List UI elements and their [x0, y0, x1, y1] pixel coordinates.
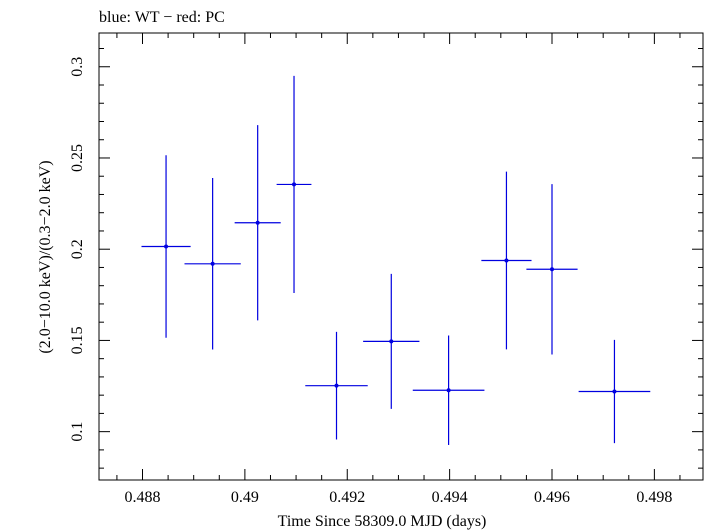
data-point	[578, 339, 651, 444]
data-marker	[210, 261, 215, 266]
data-point	[276, 75, 312, 293]
x-axis: 0.488 0.49 0.492 0.494 0.496 0.498	[116, 33, 681, 506]
x-tick-label: 0.498	[636, 489, 672, 506]
x-tick-label: 0.492	[329, 489, 365, 506]
data-marker	[612, 389, 617, 394]
data-point	[141, 155, 191, 338]
data-marker	[334, 383, 339, 388]
x-tick-label: 0.496	[534, 489, 570, 506]
data-point	[305, 331, 368, 440]
data-marker	[292, 182, 297, 187]
y-axis: 0.1 0.15 0.2 0.25 0.3	[69, 48, 703, 469]
y-tick-label: 0.3	[69, 57, 86, 77]
data-point	[234, 125, 281, 321]
y-tick-label: 0.25	[69, 144, 86, 172]
data-marker	[504, 258, 509, 263]
data-marker	[550, 267, 554, 272]
plot-frame	[98, 32, 704, 481]
data-marker	[164, 244, 169, 249]
data-point	[526, 184, 578, 355]
y-axis-label: (2.0−10.0 keV)/(0.3−2.0 keV)	[37, 160, 54, 353]
data-point	[363, 273, 420, 409]
y-tick-label: 0.1	[69, 422, 86, 442]
x-tick-label: 0.488	[125, 489, 161, 506]
data-series	[141, 75, 651, 445]
data-point	[481, 171, 532, 350]
y-tick-label: 0.2	[69, 239, 86, 259]
y-tick-label: 0.15	[69, 326, 86, 354]
chart-title: blue: WT − red: PC	[99, 9, 225, 26]
data-marker	[446, 388, 451, 393]
x-tick-label: 0.49	[231, 489, 259, 506]
data-point	[184, 178, 241, 350]
data-marker	[255, 220, 260, 225]
data-point	[412, 335, 485, 445]
data-marker	[389, 339, 394, 344]
x-axis-label: Time Since 58309.0 MJD (days)	[278, 513, 487, 530]
x-tick-label: 0.494	[432, 489, 468, 506]
